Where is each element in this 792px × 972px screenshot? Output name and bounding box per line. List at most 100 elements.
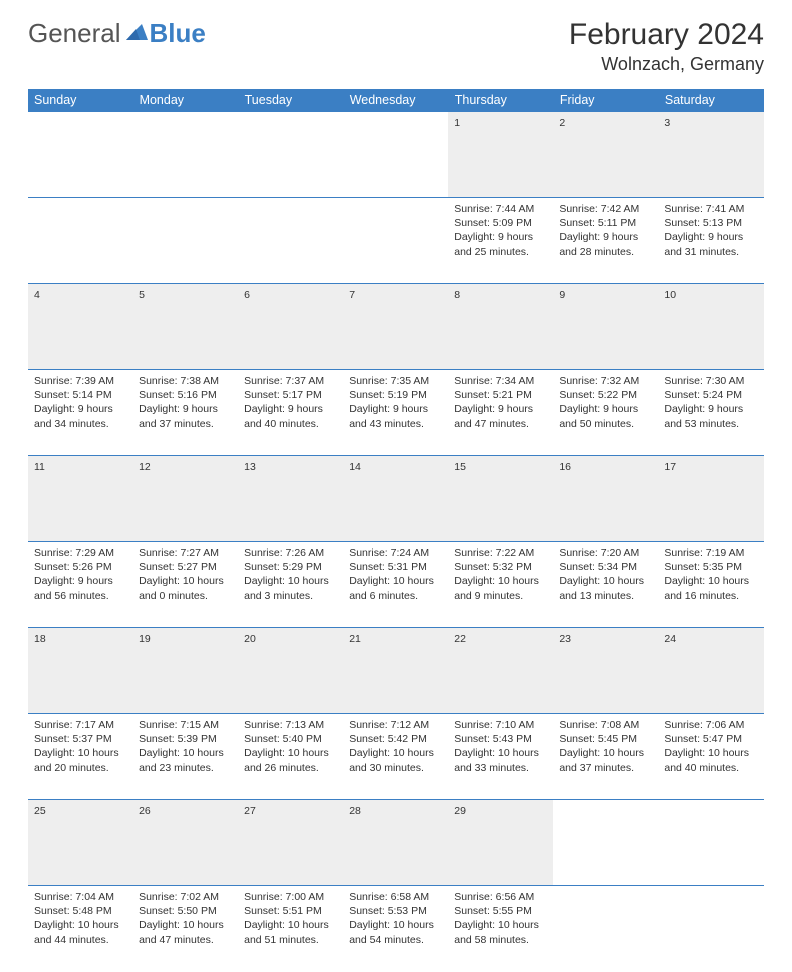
day-number-cell: 2 (553, 112, 658, 198)
sun-detail-line: Sunrise: 7:08 AM (559, 718, 652, 732)
sun-detail-line: Sunrise: 7:38 AM (139, 374, 232, 388)
day-detail-cell: Sunrise: 7:32 AMSunset: 5:22 PMDaylight:… (553, 370, 658, 456)
day-header-row: Sunday Monday Tuesday Wednesday Thursday… (28, 89, 764, 112)
day-number-cell: 9 (553, 284, 658, 370)
day-number-cell: 4 (28, 284, 133, 370)
day-number-cell: 5 (133, 284, 238, 370)
sun-detail-line: and 37 minutes. (139, 417, 232, 431)
sun-detail-line: Sunset: 5:47 PM (664, 732, 757, 746)
sun-detail-line: Daylight: 10 hours (139, 746, 232, 760)
day-number-cell: 21 (343, 628, 448, 714)
sun-detail-line: Sunset: 5:50 PM (139, 904, 232, 918)
sun-detail-line: Sunrise: 7:13 AM (244, 718, 337, 732)
sun-detail-line: Daylight: 10 hours (139, 918, 232, 932)
brand-text-left: General (28, 18, 121, 49)
daynum-row: 18192021222324 (28, 628, 764, 714)
sun-detail-line: Sunrise: 7:41 AM (664, 202, 757, 216)
sun-detail-line: Sunrise: 7:17 AM (34, 718, 127, 732)
sun-detail-line: Sunset: 5:37 PM (34, 732, 127, 746)
month-title: February 2024 (569, 18, 764, 52)
day-detail-cell: Sunrise: 6:58 AMSunset: 5:53 PMDaylight:… (343, 886, 448, 972)
day-number-cell: 24 (658, 628, 763, 714)
day-header: Saturday (658, 89, 763, 112)
sun-detail-line: Sunrise: 7:20 AM (559, 546, 652, 560)
day-number-cell: 15 (448, 456, 553, 542)
sun-detail-line: Sunrise: 6:56 AM (454, 890, 547, 904)
sun-detail-line: Sunrise: 7:29 AM (34, 546, 127, 560)
sun-detail-line: Daylight: 9 hours (664, 230, 757, 244)
sun-detail-line: and 25 minutes. (454, 245, 547, 259)
day-number-cell: 18 (28, 628, 133, 714)
day-detail-cell: Sunrise: 7:12 AMSunset: 5:42 PMDaylight:… (343, 714, 448, 800)
location-label: Wolnzach, Germany (569, 54, 764, 75)
day-header: Sunday (28, 89, 133, 112)
sun-detail-line: Sunset: 5:40 PM (244, 732, 337, 746)
sun-detail-line: Sunset: 5:51 PM (244, 904, 337, 918)
sun-detail-line: Sunset: 5:39 PM (139, 732, 232, 746)
sun-detail-line: and 26 minutes. (244, 761, 337, 775)
day-detail-cell: Sunrise: 7:42 AMSunset: 5:11 PMDaylight:… (553, 198, 658, 284)
day-detail-cell: Sunrise: 7:38 AMSunset: 5:16 PMDaylight:… (133, 370, 238, 456)
day-number-cell (658, 800, 763, 886)
sun-detail-line: and 16 minutes. (664, 589, 757, 603)
sun-detail-line: and 28 minutes. (559, 245, 652, 259)
sun-detail-line: and 40 minutes. (244, 417, 337, 431)
sun-detail-line: Sunrise: 7:34 AM (454, 374, 547, 388)
day-detail-cell (553, 886, 658, 972)
sun-detail-line: Sunset: 5:24 PM (664, 388, 757, 402)
daynum-row: 45678910 (28, 284, 764, 370)
sun-detail-line: Sunset: 5:43 PM (454, 732, 547, 746)
day-detail-cell: Sunrise: 7:30 AMSunset: 5:24 PMDaylight:… (658, 370, 763, 456)
day-detail-cell: Sunrise: 7:37 AMSunset: 5:17 PMDaylight:… (238, 370, 343, 456)
day-number-cell (238, 112, 343, 198)
sun-detail-line: and 53 minutes. (664, 417, 757, 431)
sun-detail-line: and 30 minutes. (349, 761, 442, 775)
sun-detail-line: Sunset: 5:48 PM (34, 904, 127, 918)
sun-detail-line: Sunrise: 7:24 AM (349, 546, 442, 560)
sun-detail-line: Daylight: 10 hours (454, 574, 547, 588)
day-number-cell: 29 (448, 800, 553, 886)
sun-detail-line: Daylight: 9 hours (454, 402, 547, 416)
sun-detail-line: Sunrise: 7:12 AM (349, 718, 442, 732)
day-detail-cell: Sunrise: 7:35 AMSunset: 5:19 PMDaylight:… (343, 370, 448, 456)
day-detail-cell: Sunrise: 7:15 AMSunset: 5:39 PMDaylight:… (133, 714, 238, 800)
sun-detail-line: Sunset: 5:26 PM (34, 560, 127, 574)
sun-detail-line: Sunrise: 7:06 AM (664, 718, 757, 732)
sun-detail-line: and 47 minutes. (139, 933, 232, 947)
day-detail-cell: Sunrise: 7:10 AMSunset: 5:43 PMDaylight:… (448, 714, 553, 800)
sun-detail-line: Sunset: 5:53 PM (349, 904, 442, 918)
day-header: Friday (553, 89, 658, 112)
sun-detail-line: Daylight: 10 hours (244, 574, 337, 588)
detail-row: Sunrise: 7:39 AMSunset: 5:14 PMDaylight:… (28, 370, 764, 456)
calendar-table: Sunday Monday Tuesday Wednesday Thursday… (28, 89, 764, 972)
detail-row: Sunrise: 7:04 AMSunset: 5:48 PMDaylight:… (28, 886, 764, 972)
sun-detail-line: Sunset: 5:34 PM (559, 560, 652, 574)
day-number-cell: 20 (238, 628, 343, 714)
day-detail-cell (133, 198, 238, 284)
day-number-cell: 25 (28, 800, 133, 886)
sun-detail-line: and 58 minutes. (454, 933, 547, 947)
day-number-cell (28, 112, 133, 198)
day-number-cell: 3 (658, 112, 763, 198)
sun-detail-line: Sunset: 5:22 PM (559, 388, 652, 402)
sun-detail-line: Sunrise: 7:37 AM (244, 374, 337, 388)
day-detail-cell: Sunrise: 7:26 AMSunset: 5:29 PMDaylight:… (238, 542, 343, 628)
day-number-cell: 19 (133, 628, 238, 714)
sun-detail-line: Sunset: 5:21 PM (454, 388, 547, 402)
sun-detail-line: Sunrise: 6:58 AM (349, 890, 442, 904)
sun-detail-line: and 40 minutes. (664, 761, 757, 775)
sun-detail-line: Daylight: 9 hours (139, 402, 232, 416)
sun-detail-line: and 50 minutes. (559, 417, 652, 431)
sun-detail-line: and 54 minutes. (349, 933, 442, 947)
sun-detail-line: Sunrise: 7:10 AM (454, 718, 547, 732)
sun-detail-line: Daylight: 10 hours (454, 918, 547, 932)
day-detail-cell: Sunrise: 7:44 AMSunset: 5:09 PMDaylight:… (448, 198, 553, 284)
sun-detail-line: Sunset: 5:27 PM (139, 560, 232, 574)
sun-detail-line: Sunset: 5:11 PM (559, 216, 652, 230)
day-number-cell: 10 (658, 284, 763, 370)
sun-detail-line: and 43 minutes. (349, 417, 442, 431)
sun-detail-line: Daylight: 10 hours (34, 746, 127, 760)
sun-detail-line: Daylight: 10 hours (559, 746, 652, 760)
sun-detail-line: Daylight: 10 hours (349, 746, 442, 760)
sun-detail-line: Sunrise: 7:27 AM (139, 546, 232, 560)
